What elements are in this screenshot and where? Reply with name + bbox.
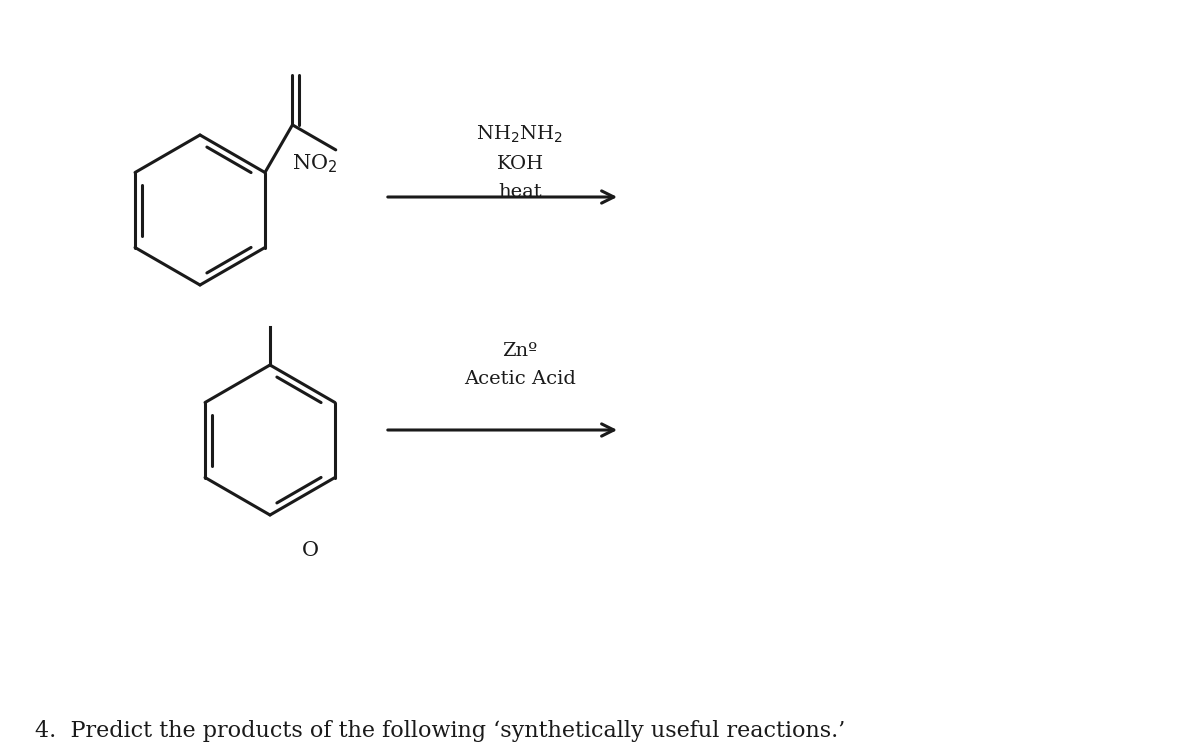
Text: NO$_2$: NO$_2$ xyxy=(293,152,337,175)
Text: Acetic Acid: Acetic Acid xyxy=(464,370,576,388)
Text: KOH: KOH xyxy=(497,155,544,173)
Text: NH$_2$NH$_2$: NH$_2$NH$_2$ xyxy=(476,123,564,145)
Text: 4.  Predict the products of the following ‘synthetically useful reactions.’: 4. Predict the products of the following… xyxy=(35,720,845,742)
Text: heat: heat xyxy=(498,183,542,201)
Text: Znº: Znº xyxy=(503,342,538,360)
Text: O: O xyxy=(301,541,318,560)
